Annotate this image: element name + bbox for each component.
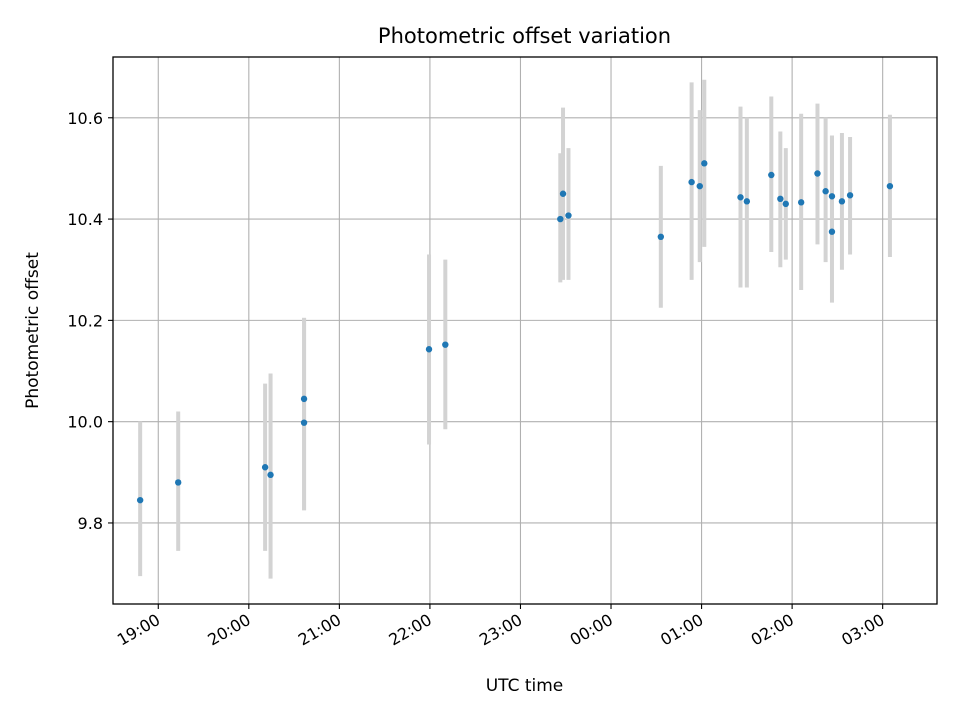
data-point xyxy=(267,471,274,479)
y-tick-label: 10.4 xyxy=(67,210,103,229)
data-point xyxy=(657,233,665,241)
plot-frame xyxy=(112,56,938,605)
data-point xyxy=(777,195,784,203)
x-axis-title: UTC time xyxy=(486,676,564,696)
y-tick-label: 10.0 xyxy=(67,413,103,432)
data-point xyxy=(828,228,836,235)
data-point xyxy=(838,198,846,205)
data-point xyxy=(136,496,144,504)
data-point xyxy=(701,160,708,167)
data-point xyxy=(300,395,308,403)
data-point xyxy=(557,215,564,223)
data-point xyxy=(696,182,703,190)
y-axis-ticks: 9.8 10.0 10.2 10.4 10.6 xyxy=(67,109,113,533)
y-tick-label: 9.8 xyxy=(78,514,103,533)
data-point xyxy=(886,182,894,190)
y-tick-label: 10.6 xyxy=(67,109,103,128)
data-point xyxy=(743,198,751,205)
y-axis-title: Photometric offset xyxy=(23,252,43,409)
data-point xyxy=(559,190,567,197)
data-point xyxy=(737,194,744,201)
data-point xyxy=(174,479,182,486)
data-points xyxy=(136,160,894,504)
data-point xyxy=(814,170,821,177)
data-point xyxy=(442,341,449,348)
data-point xyxy=(782,200,789,208)
grid-lines xyxy=(113,57,937,604)
data-point xyxy=(846,192,854,199)
data-point xyxy=(828,193,836,200)
y-tick-label: 10.2 xyxy=(67,311,103,330)
data-point xyxy=(797,199,805,206)
data-point xyxy=(768,171,775,179)
data-point xyxy=(261,464,269,471)
data-point xyxy=(300,419,308,426)
data-point xyxy=(822,188,829,195)
data-point xyxy=(688,178,695,186)
data-point xyxy=(565,212,572,219)
chart-title: Photometric offset variation xyxy=(378,24,671,48)
data-point xyxy=(425,346,433,353)
